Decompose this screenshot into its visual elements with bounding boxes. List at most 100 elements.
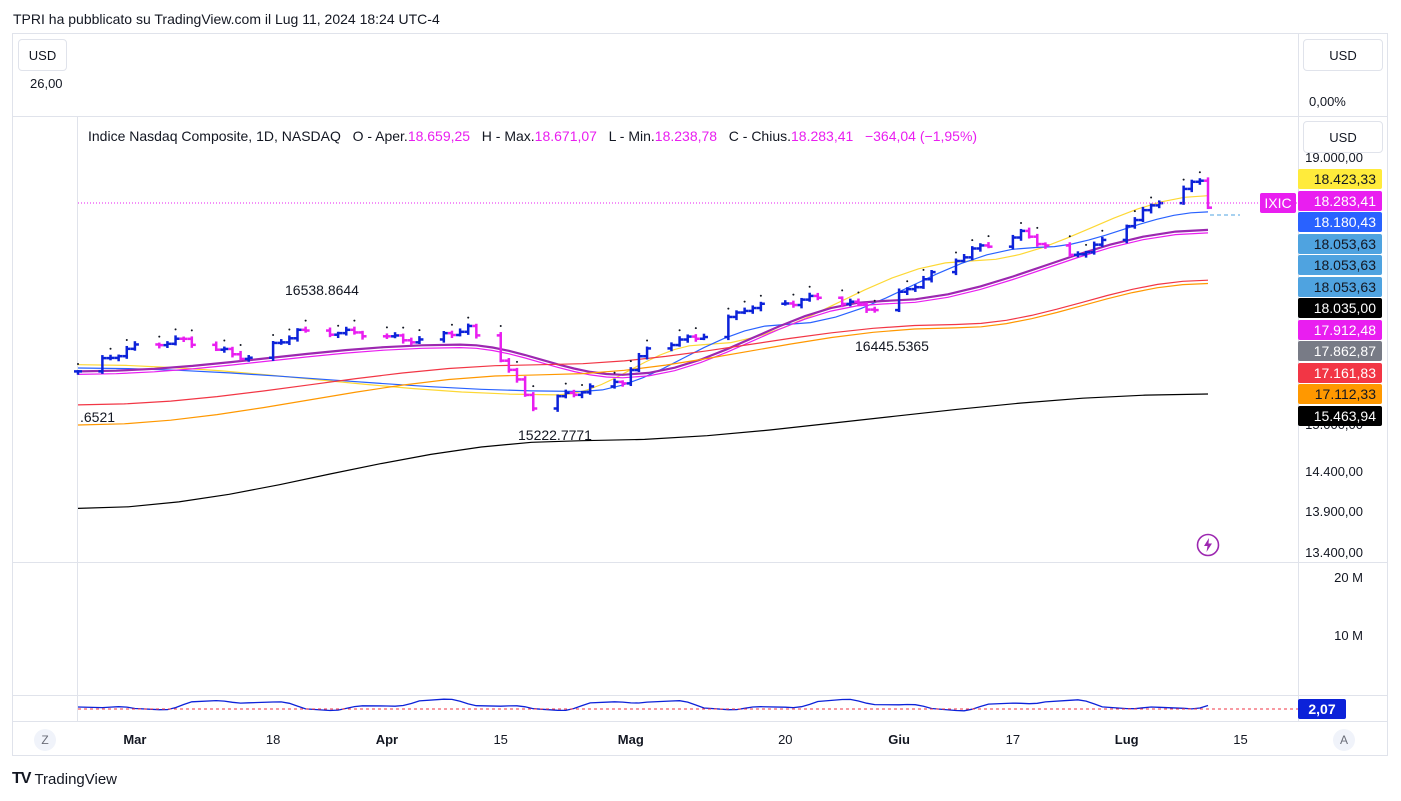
ohlc-bar	[724, 314, 733, 341]
auto-zoom-button[interactable]: Z	[34, 729, 56, 751]
signal-dot	[499, 325, 502, 328]
ohlc-bar	[228, 346, 237, 358]
ohlc-bar	[1017, 228, 1026, 241]
signal-dot	[1085, 243, 1088, 246]
time-axis-label: Mar	[123, 732, 147, 747]
ohlc-bar	[870, 306, 879, 313]
ohlc-bar	[179, 336, 188, 343]
ohlc-bar	[578, 390, 587, 399]
ohlc-bar	[1025, 227, 1034, 239]
signal-dot	[77, 363, 79, 366]
ohlc-bar	[895, 288, 904, 313]
moving-average-line-4	[77, 282, 1209, 426]
ohlc-bar	[911, 284, 920, 292]
signal-dot	[971, 239, 974, 242]
ohlc-bar	[1065, 242, 1074, 257]
ohlc-bar	[919, 275, 928, 289]
ohlc-bar	[561, 389, 570, 399]
signal-dot	[158, 335, 161, 338]
signal-dot	[629, 360, 632, 363]
ohlc-bar	[391, 332, 400, 339]
currency-button-right[interactable]: USD	[1303, 39, 1383, 71]
price-tag: 17.912,48	[1298, 319, 1382, 340]
legend-open-value: 18.659,25	[407, 128, 471, 144]
ohlc-bar	[504, 358, 513, 373]
ohlc-bar	[415, 336, 424, 345]
tradingview-logo[interactable]: TV TradingView	[12, 770, 117, 788]
signal-dot	[190, 329, 193, 332]
ohlc-bar	[553, 394, 562, 412]
ohlc-bar	[903, 287, 912, 296]
ohlc-bar	[984, 242, 993, 249]
top-panel-value-left: 26,00	[30, 76, 63, 91]
ohlc-bar	[846, 298, 855, 307]
ohlc-bar	[171, 335, 180, 346]
ohlc-bar	[155, 342, 164, 349]
ohlc-bar	[114, 354, 123, 362]
ohlc-bar	[220, 346, 229, 353]
legend-close-label: C - Chius.	[728, 128, 791, 144]
ohlc-bar	[586, 383, 595, 395]
volume-scale-label: 20 M	[1334, 570, 1363, 585]
time-axis-separator	[13, 721, 1387, 722]
ohlc-bar	[130, 341, 139, 351]
time-axis-label: Giu	[888, 732, 910, 747]
ohlc-bar	[1187, 179, 1196, 193]
ohlc-bar	[1090, 241, 1099, 255]
signal-dot	[174, 328, 177, 331]
ohlc-bar	[968, 246, 977, 261]
currency-button-left[interactable]: USD	[18, 39, 67, 71]
legend-low-label: L - Min.	[608, 128, 655, 144]
ohlc-bar	[521, 376, 530, 397]
price-tag: 18.035,00	[1298, 298, 1382, 318]
ohlc-bar	[1098, 236, 1107, 247]
ohlc-bar	[1130, 217, 1139, 229]
signal-dot	[337, 324, 340, 327]
signal-dot	[678, 329, 681, 332]
ohlc-bar	[187, 336, 196, 348]
ohlc-bar	[862, 302, 871, 313]
legend-symbol-name: Indice Nasdaq Composite, 1D, NASDAQ	[88, 128, 341, 144]
time-axis-label: 17	[1005, 732, 1021, 747]
legend-close-value: 18.283,41	[791, 128, 854, 144]
time-axis-label: Apr	[375, 732, 399, 747]
ohlc-bar	[732, 310, 741, 321]
legend-change: −364,04 (−1,95%)	[864, 128, 978, 144]
auto-scale-button[interactable]: A	[1333, 729, 1355, 751]
ohlc-bar	[1195, 178, 1204, 185]
indicator-line	[77, 698, 1209, 712]
signal-dot	[906, 280, 909, 283]
signal-dot	[1068, 235, 1071, 238]
ohlc-bar	[805, 292, 814, 302]
ohlc-bar	[756, 301, 765, 312]
ohlc-bar	[122, 345, 131, 359]
signal-dot	[272, 333, 275, 336]
price-scale-label: 13.900,00	[1305, 504, 1363, 519]
price-tag: 18.053,63	[1298, 233, 1382, 254]
price-tag: 17.112,33	[1298, 384, 1382, 404]
moving-average-line-3	[77, 279, 1209, 406]
lightning-icon[interactable]	[1196, 533, 1220, 557]
ohlc-bar	[951, 258, 960, 276]
indicator-separator	[13, 695, 1387, 696]
price-scale-label: 13.400,00	[1305, 545, 1363, 560]
ohlc-bar	[212, 341, 221, 352]
volume-scale-label: 10 M	[1334, 628, 1363, 643]
ohlc-bar	[74, 370, 82, 375]
ohlc-bar	[472, 323, 481, 339]
ohlc-bar	[1082, 250, 1091, 258]
ohlc-bar	[301, 326, 310, 333]
time-axis-label: Mag	[617, 732, 644, 747]
ohlc-bar	[529, 392, 538, 412]
signal-dot	[515, 360, 518, 363]
signal-dot	[808, 285, 811, 288]
time-axis-label: 15	[1233, 732, 1248, 747]
price-tag: 18.053,63	[1298, 255, 1382, 275]
signal-dot	[223, 339, 226, 342]
ohlc-bar	[667, 342, 676, 352]
time-axis-label: 15	[493, 732, 508, 747]
currency-button-main[interactable]: USD	[1303, 121, 1383, 153]
ohlc-bar	[691, 334, 700, 342]
signal-dot	[385, 326, 388, 329]
